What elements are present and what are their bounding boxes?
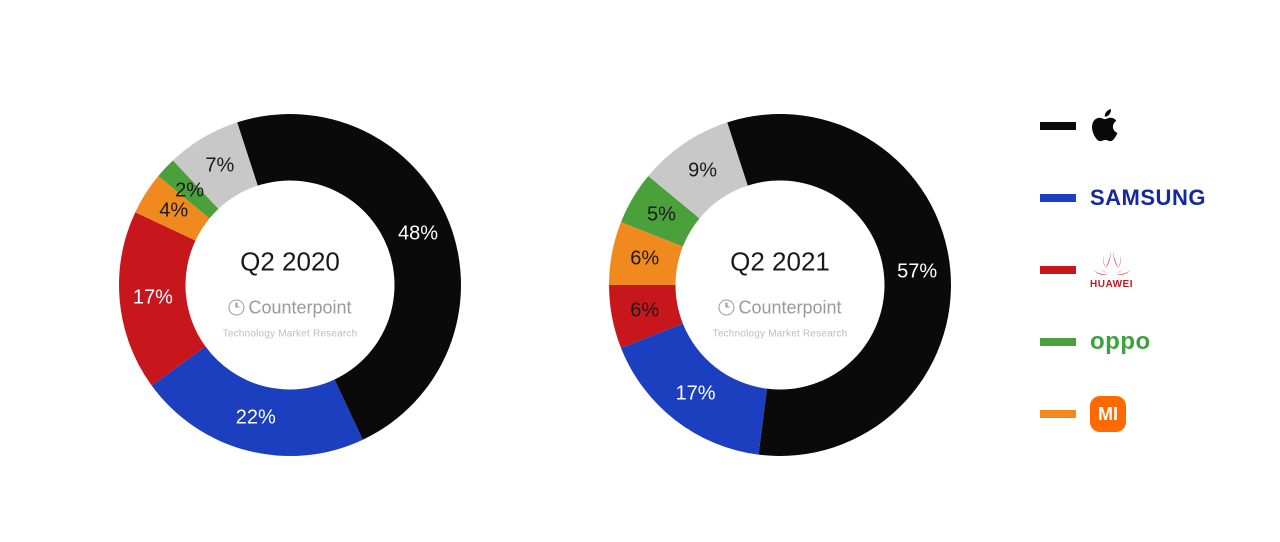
huawei-brand: HUAWEI: [1090, 251, 1240, 290]
slice-label-xiaomi: 4%: [159, 200, 188, 223]
slice-label-apple: 48%: [398, 223, 438, 246]
legend-swatch: [1040, 338, 1076, 346]
slice-label-oppo: 5%: [647, 203, 676, 226]
legend-swatch: [1040, 410, 1076, 418]
legend-row-huawei: HUAWEI: [1040, 234, 1240, 306]
apple-icon: [1090, 108, 1120, 144]
legend-swatch: [1040, 194, 1076, 202]
donut-q2-2020: Q2 2020 Counterpoint Technology Market R…: [100, 95, 480, 475]
chart-stage: Q2 2020 Counterpoint Technology Market R…: [0, 0, 1280, 542]
slice-label-huawei: 17%: [133, 286, 173, 309]
watermark-text: Counterpoint: [738, 297, 841, 317]
legend-row-xiaomi: MI: [1040, 378, 1240, 450]
legend-swatch: [1040, 122, 1076, 130]
legend-row-samsung: SAMSUNG: [1040, 162, 1240, 234]
samsung-label: SAMSUNG: [1090, 185, 1206, 211]
slice-label-oppo: 2%: [175, 179, 204, 202]
huawei-icon: HUAWEI: [1090, 251, 1133, 290]
slice-label-others: 7%: [205, 155, 234, 178]
huawei-label: HUAWEI: [1090, 279, 1133, 290]
samsung-brand: SAMSUNG: [1090, 185, 1240, 211]
oppo-brand: oppo: [1090, 328, 1240, 356]
oppo-label: oppo: [1090, 328, 1151, 356]
counterpoint-icon: [228, 299, 244, 315]
slice-label-apple: 57%: [897, 261, 937, 284]
slice-label-samsung: 17%: [676, 382, 716, 405]
apple-brand: [1090, 108, 1240, 144]
donut-title: Q2 2020: [240, 247, 340, 278]
slice-samsung: [152, 346, 363, 456]
xiaomi-brand: MI: [1090, 396, 1240, 432]
watermark-text: Counterpoint: [248, 297, 351, 317]
donut-title: Q2 2021: [730, 247, 830, 278]
slice-label-others: 9%: [688, 160, 717, 183]
legend: SAMSUNG HUAWEI oppo MI: [1040, 90, 1240, 450]
legend-swatch: [1040, 266, 1076, 274]
donut-q2-2021: Q2 2021 Counterpoint Technology Market R…: [590, 95, 970, 475]
legend-row-apple: [1040, 90, 1240, 162]
donut-watermark: Counterpoint: [718, 297, 841, 318]
counterpoint-icon: [718, 299, 734, 315]
donut-svg: [100, 95, 480, 475]
watermark-tagline: Technology Market Research: [223, 329, 358, 340]
donut-svg: [590, 95, 970, 475]
slice-label-xiaomi: 6%: [630, 248, 659, 271]
donut-watermark: Counterpoint: [228, 297, 351, 318]
legend-row-oppo: oppo: [1040, 306, 1240, 378]
xiaomi-icon: MI: [1090, 396, 1126, 432]
slice-label-huawei: 6%: [630, 299, 659, 322]
watermark-tagline: Technology Market Research: [713, 329, 848, 340]
slice-label-samsung: 22%: [236, 407, 276, 430]
